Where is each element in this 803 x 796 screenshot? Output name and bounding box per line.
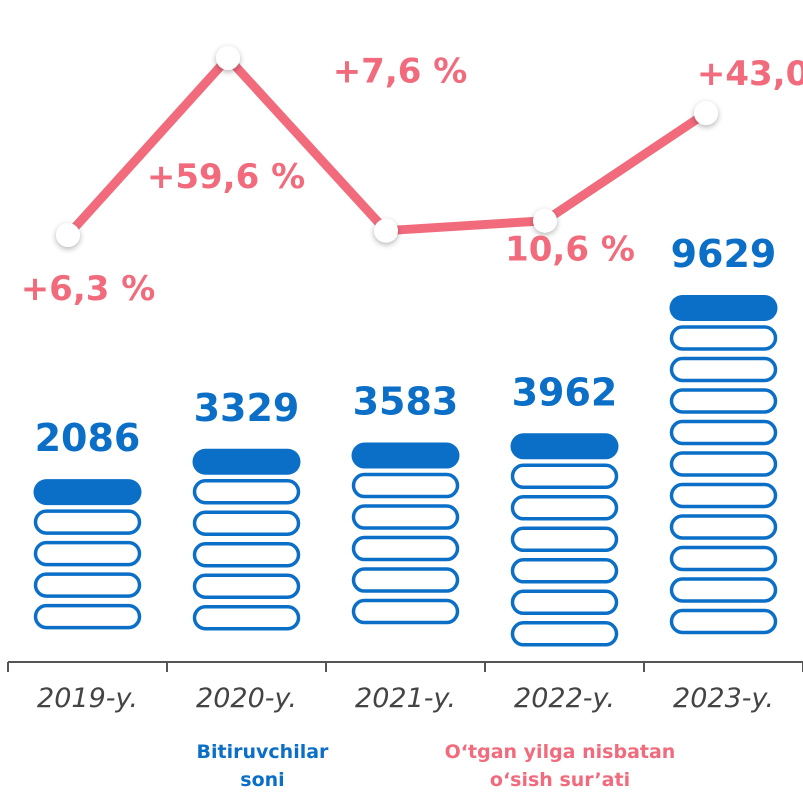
bar-ring [669, 482, 778, 509]
bar-ring [192, 605, 301, 631]
bar-ring [669, 608, 778, 635]
line-value-label: +59,6 % [147, 157, 305, 197]
x-tick-label: 2022-y. [514, 683, 615, 714]
line-value-label: 10,6 % [505, 230, 635, 270]
line-point [533, 208, 557, 233]
bar-ring [192, 542, 301, 568]
line-point [374, 218, 398, 243]
bar-cap [510, 433, 619, 460]
bar-value-label: 9629 [671, 232, 777, 276]
bar-ring [510, 463, 619, 490]
bar-ring [510, 621, 619, 647]
line-point [56, 223, 80, 247]
line-value-label: +6,3 % [21, 269, 156, 309]
line-point [216, 46, 240, 70]
bar-ring [510, 558, 619, 584]
bar-ring [669, 545, 778, 572]
bar-ring [192, 510, 301, 537]
bar-value-label: 3329 [194, 386, 300, 430]
bar-ring [669, 514, 778, 540]
bar-ring [351, 504, 460, 530]
bar-ring [33, 603, 142, 630]
bar-ring [33, 572, 142, 598]
bar-ring [192, 479, 301, 505]
line-point [694, 101, 718, 126]
bar-ring [33, 540, 142, 567]
bar-ring [351, 472, 460, 499]
x-tick-label: 2023-y. [673, 683, 774, 714]
bar [510, 433, 619, 647]
bar-value-label: 3962 [512, 370, 618, 414]
x-tick-label: 2021-y. [355, 683, 456, 714]
bar-ring [351, 598, 460, 625]
legend-line: O‘tgan yilga nisbatan o‘sish sur’ati [444, 741, 676, 791]
bar-cap [192, 448, 301, 475]
line-value-label: +7,6 % [333, 52, 468, 92]
bar-cap [351, 442, 460, 469]
bar-value-label: 3583 [353, 380, 459, 424]
bar [669, 295, 778, 635]
bar-ring [351, 567, 460, 593]
legend-bars: Bitiruvchilar soni [196, 741, 329, 791]
bar-cap [33, 479, 142, 506]
bar [192, 448, 301, 631]
bar-ring [669, 325, 778, 351]
bar-ring [669, 419, 778, 446]
bar-value-label: 2086 [35, 416, 141, 460]
x-tick-label: 2019-y. [37, 683, 138, 714]
bar-cap [669, 295, 778, 321]
bar-ring [192, 573, 301, 600]
bar-ring [669, 577, 778, 603]
bar-ring [669, 356, 778, 383]
x-tick-label: 2020-y. [196, 683, 297, 714]
bar-ring [510, 526, 619, 553]
bar [351, 442, 460, 625]
bar [33, 479, 142, 630]
bar-ring [669, 451, 778, 477]
bar-ring [351, 535, 460, 562]
bar-ring [33, 509, 142, 535]
bar-ring [510, 589, 619, 616]
bar-ring [510, 495, 619, 521]
line-value-label: +43,0 % [697, 54, 803, 94]
bar-ring [669, 388, 778, 414]
